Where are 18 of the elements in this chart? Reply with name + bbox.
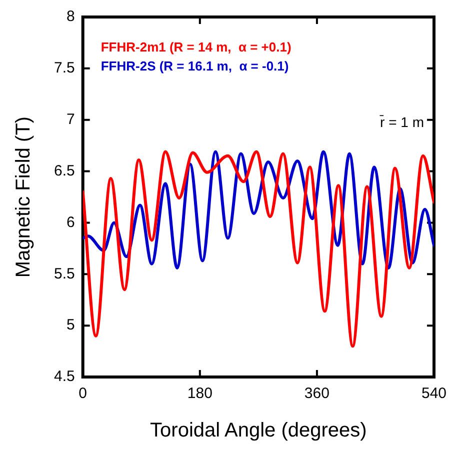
annotation: r̄ = 1 m: [380, 114, 424, 130]
line-series: [82, 150, 434, 348]
x-tick-label: 540: [421, 385, 447, 402]
x-tick-label: 0: [78, 385, 88, 402]
y-tick-label: 7: [66, 111, 75, 128]
y-tick-label: 7.5: [54, 60, 75, 77]
text: FFHR-2m1 (R = 14 m, α = +0.1): [100, 40, 292, 55]
y-tick-label: 5.5: [54, 265, 75, 282]
y-tick-label: 4.5: [54, 368, 75, 386]
y-axis-title: Magnetic Field (T): [12, 116, 35, 278]
y-tick-label: 6.5: [54, 162, 75, 180]
x-tick-label: 360: [304, 385, 330, 402]
y-tick-label: 6: [66, 214, 75, 231]
x-tick-label: 180: [187, 385, 212, 402]
y-tick-label: 8: [66, 8, 75, 26]
x-axis-title: Toroidal Angle (degrees): [150, 420, 367, 442]
y-tick-label: 5: [66, 316, 75, 334]
text: FFHR-2S (R = 16.1 m, α = -0.1): [100, 58, 289, 74]
